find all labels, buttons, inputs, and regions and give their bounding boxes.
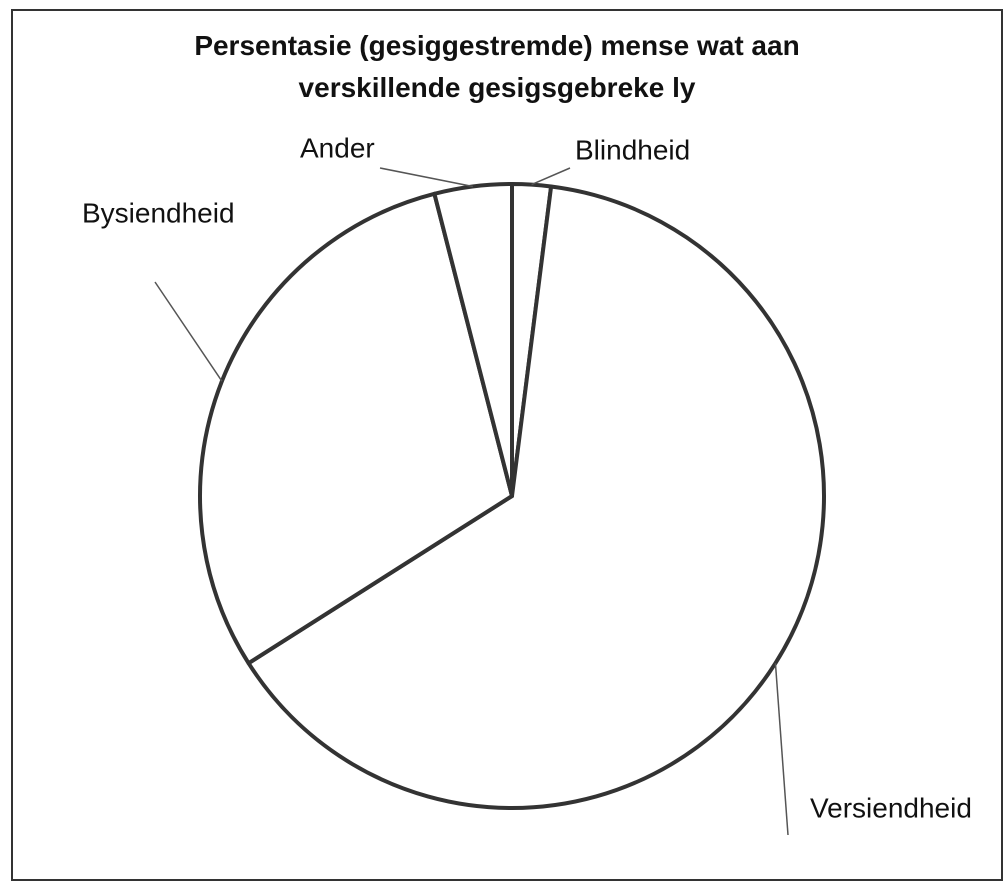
pie-slice <box>246 184 826 810</box>
leader-line <box>774 663 789 836</box>
pie-slice <box>432 182 514 498</box>
slice-label: Blindheid <box>575 134 690 165</box>
chart-title: Persentasie (gesiggestremde) mense wat a… <box>194 30 799 103</box>
title-line: Persentasie (gesiggestremde) mense wat a… <box>194 30 799 61</box>
leader-line <box>154 281 223 382</box>
leader-line <box>531 167 571 186</box>
leader-line <box>379 167 474 188</box>
slice-label: Ander <box>300 132 375 163</box>
slice-label: Bysiendheid <box>82 197 235 228</box>
pie-slice <box>198 191 514 666</box>
title-line: verskillende gesigsgebreke ly <box>299 72 696 103</box>
slice-label: Versiendheid <box>810 792 972 823</box>
